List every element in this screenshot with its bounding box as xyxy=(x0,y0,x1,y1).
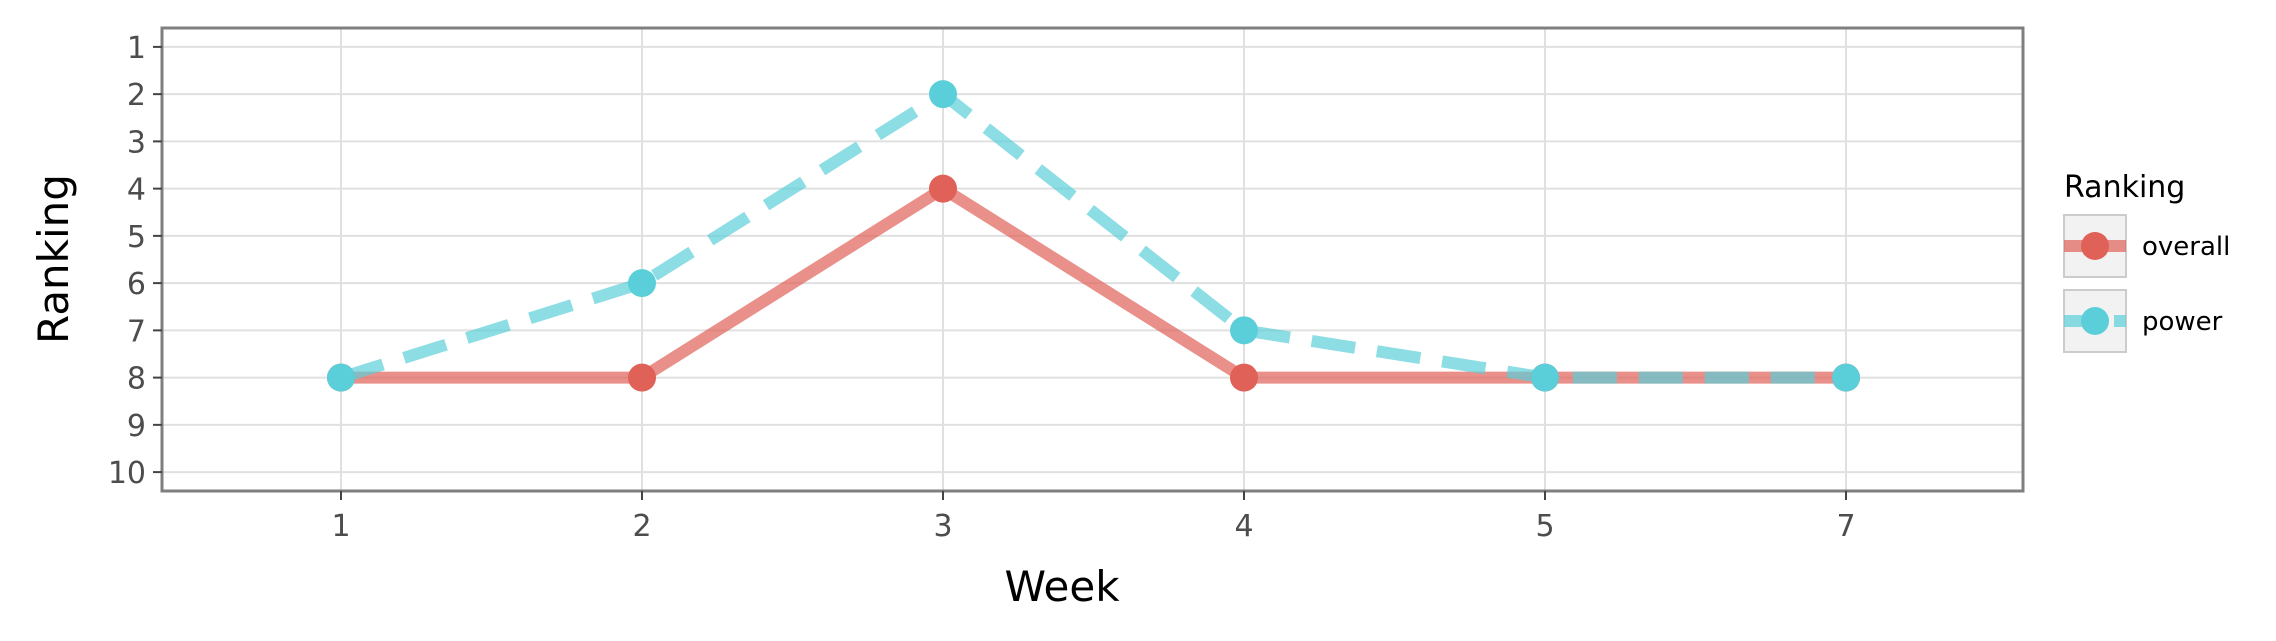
legend-item-overall: overall xyxy=(2063,214,2230,278)
plot-area xyxy=(160,26,2025,493)
y-tick-label: 7 xyxy=(127,314,146,349)
y-tick-label: 8 xyxy=(127,362,146,397)
y-tick-label: 5 xyxy=(127,220,146,255)
legend-key-point xyxy=(2081,232,2109,260)
data-point-power xyxy=(1531,363,1559,392)
series-lines xyxy=(339,88,1846,384)
series-points xyxy=(327,80,1860,392)
data-point-power xyxy=(327,363,355,392)
legend-key-point xyxy=(2081,307,2109,335)
legend-label: overall xyxy=(2142,232,2230,262)
legend-label: power xyxy=(2142,307,2223,337)
data-point-power xyxy=(1230,316,1258,345)
x-tick-label: 2 xyxy=(632,509,651,544)
x-tick-label: 4 xyxy=(1234,509,1253,544)
x-axis-ticks: 1 2 3 4 5 7 xyxy=(331,491,1856,544)
data-point-power xyxy=(929,80,957,109)
panel-border xyxy=(160,26,2025,493)
x-tick-label: 7 xyxy=(1836,509,1855,544)
legend-title: Ranking xyxy=(2064,170,2185,205)
panel-background xyxy=(162,28,2023,491)
x-tick-label: 3 xyxy=(933,509,952,544)
y-axis-title: Ranking xyxy=(29,174,78,344)
y-tick-label: 3 xyxy=(127,125,146,160)
legend-items: overall power xyxy=(2063,214,2230,353)
data-point-overall xyxy=(628,363,656,392)
y-tick-label: 4 xyxy=(127,173,146,208)
data-point-power xyxy=(628,269,656,298)
legend-item-power: power xyxy=(2063,289,2223,353)
data-point-overall xyxy=(929,174,957,203)
y-tick-label: 2 xyxy=(127,78,146,113)
x-axis-title: Week xyxy=(1004,562,1120,611)
y-tick-label: 1 xyxy=(127,31,146,66)
data-point-overall xyxy=(1230,363,1258,392)
y-tick-label: 6 xyxy=(127,267,146,302)
x-tick-label: 5 xyxy=(1535,509,1554,544)
y-axis-ticks: 1 2 3 4 5 6 7 8 9 10 xyxy=(108,31,162,491)
y-tick-label: 10 xyxy=(108,456,146,491)
legend: Ranking overall power xyxy=(2063,170,2230,353)
x-tick-label: 1 xyxy=(331,509,350,544)
series-line-power xyxy=(339,88,1846,384)
data-point-power xyxy=(1832,363,1860,392)
y-tick-label: 9 xyxy=(127,409,146,444)
